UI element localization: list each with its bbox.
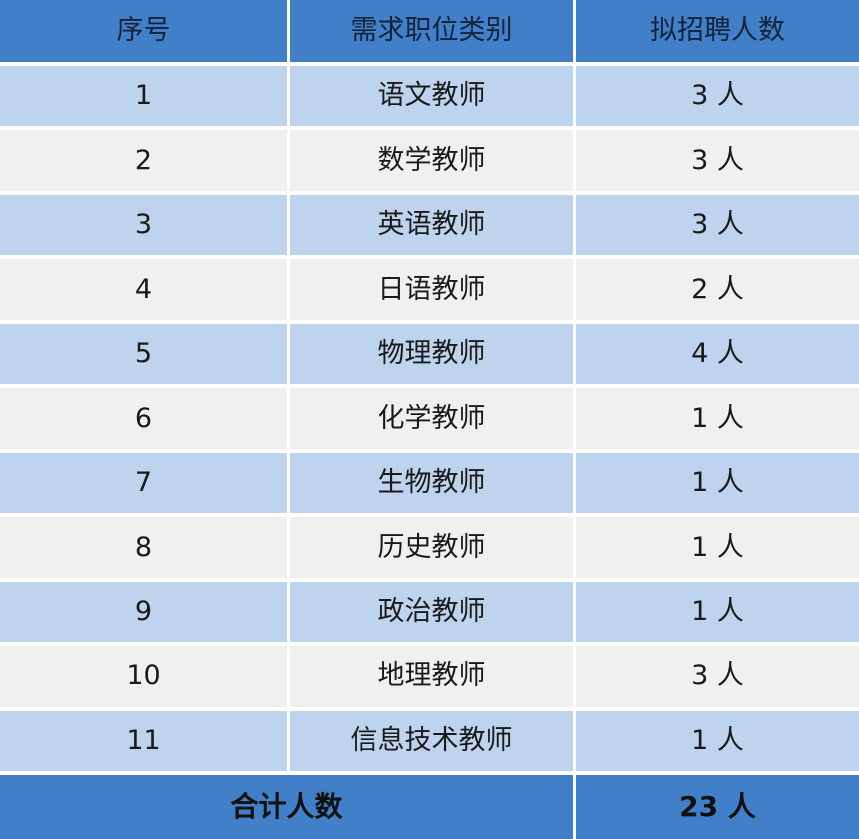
header-cell-count: 拟招聘人数 bbox=[576, 0, 859, 62]
footer-total-label: 合计人数 bbox=[0, 774, 573, 839]
cell-seq: 1 bbox=[0, 66, 287, 127]
cell-category: 政治教师 bbox=[290, 581, 573, 643]
cell-count: 3 人 bbox=[576, 646, 859, 707]
cell-seq: 11 bbox=[0, 710, 287, 771]
cell-category: 数学教师 bbox=[290, 130, 573, 191]
cell-count: 3 人 bbox=[576, 130, 859, 191]
cell-count: 1 人 bbox=[576, 517, 859, 578]
header-cell-seq: 序号 bbox=[0, 0, 287, 62]
cell-seq: 8 bbox=[0, 517, 287, 578]
header-cell-category: 需求职位类别 bbox=[290, 0, 573, 62]
cell-category: 历史教师 bbox=[290, 517, 573, 578]
cell-seq: 4 bbox=[0, 259, 287, 320]
cell-category: 语文教师 bbox=[290, 66, 573, 127]
cell-seq: 3 bbox=[0, 194, 287, 256]
cell-seq: 7 bbox=[0, 452, 287, 514]
cell-count: 4 人 bbox=[576, 323, 859, 385]
cell-count: 2 人 bbox=[576, 259, 859, 320]
cell-seq: 5 bbox=[0, 323, 287, 385]
cell-category: 日语教师 bbox=[290, 259, 573, 320]
cell-seq: 2 bbox=[0, 130, 287, 191]
cell-category: 化学教师 bbox=[290, 388, 573, 449]
cell-category: 信息技术教师 bbox=[290, 710, 573, 771]
cell-count: 3 人 bbox=[576, 194, 859, 256]
cell-count: 1 人 bbox=[576, 581, 859, 643]
cell-category: 地理教师 bbox=[290, 646, 573, 707]
cell-category: 生物教师 bbox=[290, 452, 573, 514]
cell-count: 1 人 bbox=[576, 452, 859, 514]
cell-count: 3 人 bbox=[576, 66, 859, 127]
cell-category: 英语教师 bbox=[290, 194, 573, 256]
cell-count: 1 人 bbox=[576, 710, 859, 771]
cell-seq: 10 bbox=[0, 646, 287, 707]
footer-total-value: 23 人 bbox=[576, 774, 859, 839]
cell-count: 1 人 bbox=[576, 388, 859, 449]
cell-seq: 6 bbox=[0, 388, 287, 449]
cell-category: 物理教师 bbox=[290, 323, 573, 385]
cell-seq: 9 bbox=[0, 581, 287, 643]
